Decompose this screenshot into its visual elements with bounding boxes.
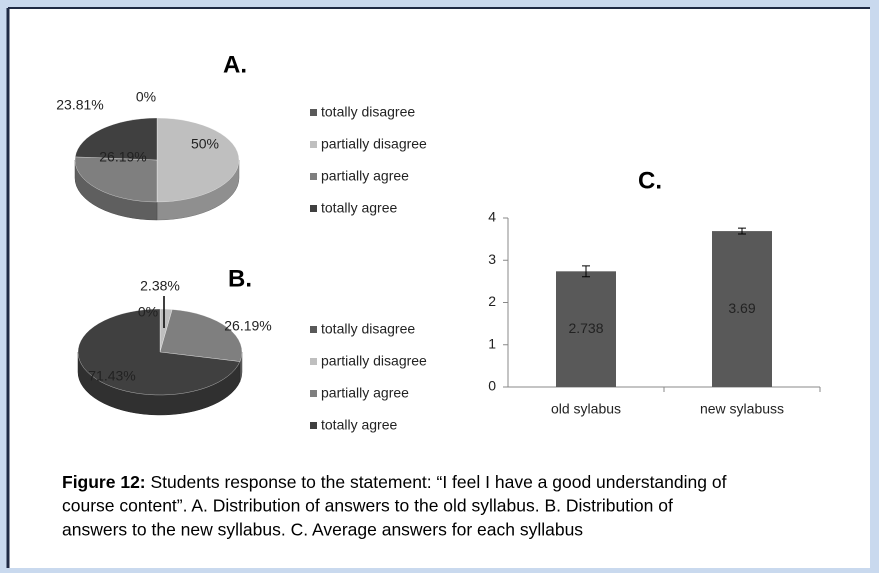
y-tick-label: 2 xyxy=(488,293,496,309)
pie-slice xyxy=(75,117,158,161)
caption-text: Students response to the statement: “I f… xyxy=(146,472,727,492)
data-label: 2.738 xyxy=(568,320,603,336)
chart-title: A. xyxy=(223,51,247,78)
bar xyxy=(556,271,616,387)
caption-line: course content”. A. Distribution of answ… xyxy=(62,496,673,516)
legend-swatch xyxy=(310,326,317,333)
caption-line: Figure 12: Students response to the stat… xyxy=(62,472,727,492)
legend-label: totally agree xyxy=(321,417,397,433)
x-tick-label: new sylabuss xyxy=(700,401,784,417)
y-tick-label: 1 xyxy=(488,335,496,351)
legend-swatch xyxy=(310,173,317,180)
data-label: 0% xyxy=(136,89,156,105)
data-label: 50% xyxy=(191,136,219,152)
y-tick-label: 3 xyxy=(488,251,496,267)
x-tick-label: old sylabus xyxy=(551,401,621,417)
legend-label: partially disagree xyxy=(321,353,427,369)
bar xyxy=(712,231,772,387)
legend-swatch xyxy=(310,141,317,148)
legend-label: partially agree xyxy=(321,385,409,401)
legend-swatch xyxy=(310,390,317,397)
legend-label: partially agree xyxy=(321,168,409,184)
data-label: 26.19% xyxy=(224,318,271,334)
data-label: 0% xyxy=(138,304,158,320)
legend-swatch xyxy=(310,358,317,365)
data-label: 26.19% xyxy=(99,149,146,165)
pie-slice xyxy=(77,308,241,396)
pie-slice xyxy=(159,309,243,362)
data-label: 2.38% xyxy=(140,278,180,294)
y-tick-label: 0 xyxy=(488,378,496,394)
data-label: 23.81% xyxy=(56,97,103,113)
chart-title: B. xyxy=(228,265,252,292)
data-label: 3.69 xyxy=(728,300,755,316)
legend-swatch xyxy=(310,422,317,429)
pie-slice xyxy=(74,156,158,203)
caption-label: Figure 12: xyxy=(62,472,146,492)
error-bar xyxy=(738,227,746,235)
legend-label: totally agree xyxy=(321,200,397,216)
legend-swatch xyxy=(310,109,317,116)
y-tick-label: 4 xyxy=(488,209,496,225)
legend-label: partially disagree xyxy=(321,136,427,152)
pie-slice xyxy=(156,117,240,203)
legend-label: totally disagree xyxy=(321,321,415,337)
data-label: 71.43% xyxy=(88,368,135,384)
legend-swatch xyxy=(310,205,317,212)
chart-title: C. xyxy=(638,167,662,194)
error-bar xyxy=(582,265,590,278)
caption-line: answers to the new syllabus. C. Average … xyxy=(62,520,583,540)
legend-label: totally disagree xyxy=(321,104,415,120)
